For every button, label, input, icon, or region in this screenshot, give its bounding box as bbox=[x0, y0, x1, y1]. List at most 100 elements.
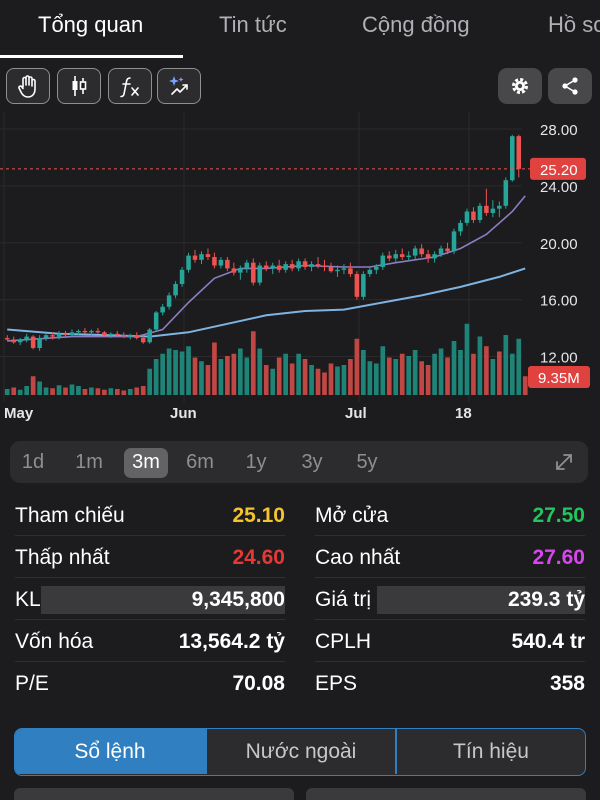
candle-body bbox=[289, 264, 295, 269]
candle-body bbox=[361, 274, 366, 297]
period-1m[interactable]: 1m bbox=[75, 451, 103, 473]
candle-body bbox=[179, 269, 185, 285]
volume-bar bbox=[30, 376, 36, 395]
candle-body bbox=[199, 254, 204, 260]
stat-label: Mở cửa bbox=[315, 504, 389, 527]
hand-icon bbox=[18, 75, 36, 98]
stat-value: 27.50 bbox=[532, 504, 585, 527]
volume-bar bbox=[522, 376, 528, 395]
active-tab-indicator bbox=[0, 55, 183, 58]
candle-body bbox=[283, 264, 288, 270]
segment-foreign[interactable]: Nước ngoài bbox=[245, 740, 357, 763]
candle-body bbox=[43, 335, 49, 339]
candle-body bbox=[302, 261, 308, 267]
y-tick-label: 20.00 bbox=[540, 236, 578, 253]
volume-bar bbox=[127, 389, 133, 395]
candle-body bbox=[173, 284, 178, 296]
volume-bar bbox=[231, 353, 237, 395]
period-3m[interactable]: 3m bbox=[124, 448, 168, 478]
candle-body bbox=[445, 248, 450, 252]
tab-overview[interactable]: Tổng quan bbox=[38, 12, 144, 37]
stat-label: Thấp nhất bbox=[15, 546, 110, 569]
stat-label: EPS bbox=[315, 672, 358, 695]
volume-bar bbox=[432, 353, 437, 395]
candle-body bbox=[432, 254, 437, 259]
tab-community[interactable]: Cộng đồng bbox=[362, 12, 470, 37]
sell-button[interactable] bbox=[306, 788, 586, 800]
volume-bar bbox=[348, 359, 353, 395]
stat-pe: P/E 70.08 bbox=[15, 662, 285, 704]
period-3y[interactable]: 3y bbox=[301, 451, 323, 473]
volume-bar bbox=[24, 386, 29, 395]
candle-body bbox=[490, 208, 496, 213]
candle-body bbox=[69, 332, 75, 336]
volume-bar bbox=[328, 363, 334, 395]
candle-type-button[interactable] bbox=[57, 68, 101, 104]
volume-bar bbox=[166, 348, 172, 395]
candle-body bbox=[263, 265, 269, 269]
stat-value: 70.08 bbox=[232, 672, 285, 695]
volume-bar bbox=[464, 323, 470, 395]
tab-news[interactable]: Tin tức bbox=[219, 12, 287, 37]
price-chart[interactable]: 28.00 24.00 20.00 16.00 12.00 May Jun Jul 18 25.2… bbox=[0, 112, 600, 430]
stat-label: CPLH bbox=[315, 630, 372, 653]
candle-body bbox=[238, 268, 243, 273]
share-icon bbox=[562, 77, 578, 95]
volume-bar bbox=[37, 381, 42, 395]
stat-eps: EPS 358 bbox=[315, 662, 585, 704]
segment-order-book[interactable]: Sổ lệnh bbox=[15, 729, 205, 774]
volume-bar bbox=[238, 348, 243, 395]
indicator-button[interactable] bbox=[108, 68, 152, 104]
volume-bar bbox=[399, 353, 405, 395]
volume-bar bbox=[516, 338, 522, 395]
volume-bar bbox=[471, 353, 476, 395]
buy-button[interactable] bbox=[14, 788, 294, 800]
candle-body bbox=[160, 306, 165, 313]
volume-bar bbox=[335, 366, 340, 395]
candle-body bbox=[115, 333, 120, 336]
tab-profile[interactable]: Hồ sơ bbox=[548, 12, 600, 37]
volume-bar bbox=[160, 353, 165, 395]
segment-signals[interactable]: Tín hiệu bbox=[453, 740, 529, 763]
value-bar bbox=[377, 586, 585, 614]
volume-bar bbox=[199, 361, 204, 395]
stat-volume: KL 9,345,800 bbox=[15, 578, 285, 620]
settings-button[interactable] bbox=[498, 68, 542, 104]
hand-tool-button[interactable] bbox=[6, 68, 50, 104]
candlestick-icon bbox=[72, 76, 87, 96]
candle-body bbox=[399, 254, 405, 257]
last-price-label: 25.20 bbox=[540, 162, 578, 179]
candle-body bbox=[127, 335, 133, 337]
period-1y[interactable]: 1y bbox=[245, 451, 267, 473]
candle-body bbox=[56, 333, 62, 337]
ai-analysis-button[interactable] bbox=[157, 68, 201, 104]
candle-body bbox=[231, 268, 237, 273]
share-button[interactable] bbox=[548, 68, 592, 104]
stat-label: Giá trị bbox=[315, 588, 372, 611]
period-5y[interactable]: 5y bbox=[356, 451, 378, 473]
candle-body bbox=[296, 261, 301, 269]
volume-bar bbox=[4, 389, 10, 395]
candle-body bbox=[166, 295, 172, 307]
volume-bar bbox=[438, 348, 444, 395]
candle-body bbox=[276, 265, 282, 270]
x-tick-label: Jun bbox=[170, 405, 197, 422]
expand-icon[interactable] bbox=[552, 450, 576, 474]
candle-body bbox=[348, 268, 353, 275]
stat-low: Thấp nhất 24.60 bbox=[15, 536, 285, 578]
volume-bar bbox=[302, 359, 308, 395]
y-tick-label: 28.00 bbox=[540, 122, 578, 139]
candle-body bbox=[225, 259, 230, 269]
volume-bar bbox=[484, 346, 489, 395]
volume-bar bbox=[509, 353, 515, 395]
volume-bar bbox=[361, 350, 366, 395]
stat-label: P/E bbox=[15, 672, 49, 695]
candle-body bbox=[82, 330, 88, 333]
volume-bar bbox=[63, 387, 68, 395]
period-1d[interactable]: 1d bbox=[21, 451, 45, 473]
stat-value-traded: Giá trị 239.3 tỷ bbox=[315, 578, 585, 620]
candle-body bbox=[192, 255, 198, 260]
stat-value: 24.60 bbox=[232, 546, 285, 569]
period-6m[interactable]: 6m bbox=[186, 451, 214, 473]
volume-bar bbox=[380, 346, 386, 395]
